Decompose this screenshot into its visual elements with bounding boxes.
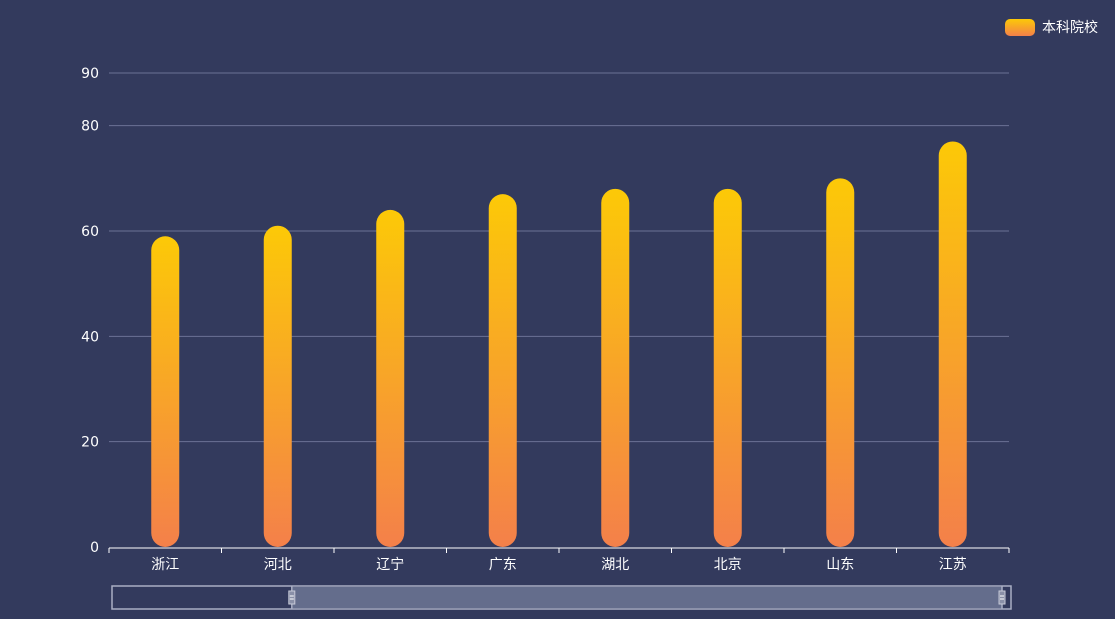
bar-7[interactable] — [938, 141, 967, 547]
x-tick-label: 北京 — [714, 557, 742, 573]
x-tick-label: 山东 — [826, 557, 854, 573]
bar-0[interactable] — [151, 236, 180, 547]
y-tick-label: 0 — [90, 540, 99, 556]
x-tick-label: 浙江 — [151, 557, 179, 573]
bar-2[interactable] — [376, 209, 405, 547]
bars — [151, 141, 967, 548]
legend[interactable]: 本科院校 — [1005, 19, 1098, 36]
x-tick-label: 湖北 — [601, 557, 629, 573]
zoom-selected-range[interactable] — [291, 587, 1003, 608]
x-tick-label: 广东 — [489, 557, 517, 573]
y-axis-ticks: 0 20 40 60 80 90 — [81, 66, 99, 556]
x-tick-label: 辽宁 — [376, 556, 404, 573]
grid-lines — [109, 72, 1009, 443]
bar-6[interactable] — [826, 178, 855, 548]
legend-label[interactable]: 本科院校 — [1042, 19, 1098, 36]
data-zoom-slider[interactable] — [111, 585, 1012, 610]
x-axis: 浙江 河北 辽宁 广东 湖北 北京 山东 江苏 — [108, 547, 1010, 573]
bar-3[interactable] — [488, 194, 517, 547]
zoom-track[interactable] — [111, 585, 1012, 610]
y-tick-label: 60 — [81, 224, 99, 240]
y-tick-label: 20 — [81, 435, 99, 451]
x-tick-label: 江苏 — [939, 557, 967, 573]
bar-4[interactable] — [601, 188, 630, 547]
y-tick-label: 80 — [81, 119, 99, 135]
bar-5[interactable] — [713, 188, 742, 547]
y-tick-label: 90 — [81, 66, 99, 82]
x-tick-label: 河北 — [264, 557, 292, 573]
y-tick-label: 40 — [81, 329, 99, 345]
legend-swatch[interactable] — [1005, 19, 1035, 36]
zoom-handle-right[interactable] — [998, 586, 1006, 609]
zoom-handle-left[interactable] — [288, 586, 296, 609]
bar-1[interactable] — [263, 225, 292, 547]
